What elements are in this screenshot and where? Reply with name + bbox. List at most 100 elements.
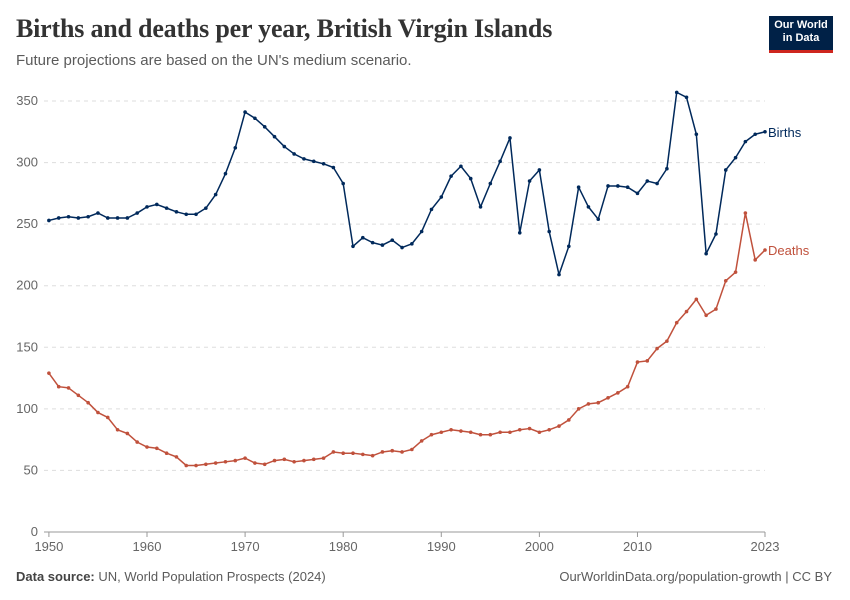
births-point bbox=[66, 214, 71, 219]
births-point bbox=[645, 179, 650, 183]
deaths-point bbox=[390, 448, 395, 453]
deaths-point bbox=[449, 427, 453, 432]
deaths-point bbox=[400, 450, 404, 454]
deaths-point bbox=[105, 415, 110, 420]
deaths-point bbox=[576, 407, 581, 411]
x-tick-label: 1950 bbox=[34, 539, 63, 554]
births-point bbox=[233, 145, 238, 150]
x-tick-label: 1990 bbox=[427, 539, 456, 554]
births-point bbox=[331, 165, 336, 170]
x-tick-label: 2023 bbox=[751, 539, 780, 554]
births-point bbox=[625, 185, 630, 189]
deaths-point bbox=[311, 457, 316, 462]
deaths-point bbox=[508, 430, 512, 435]
x-tick-label: 2000 bbox=[525, 539, 554, 554]
deaths-point bbox=[47, 371, 51, 375]
deaths-point bbox=[272, 458, 277, 463]
births-point bbox=[557, 272, 561, 277]
logo-line-2: in Data bbox=[782, 32, 820, 44]
x-tick-label: 1980 bbox=[329, 539, 358, 554]
births-point bbox=[684, 95, 689, 100]
deaths-point bbox=[56, 384, 61, 389]
deaths-point bbox=[115, 427, 120, 432]
footer-url[interactable]: OurWorldinData.org/population-growth | C… bbox=[559, 569, 832, 584]
deaths-point bbox=[341, 451, 345, 455]
deaths-point bbox=[223, 460, 228, 464]
deaths-point bbox=[262, 462, 267, 467]
y-tick-label: 200 bbox=[16, 278, 38, 293]
births-point bbox=[262, 125, 267, 129]
births-point bbox=[508, 136, 512, 140]
deaths-point bbox=[243, 456, 247, 460]
births-point bbox=[419, 229, 424, 234]
births-point bbox=[655, 181, 659, 186]
births-point bbox=[135, 211, 139, 215]
chart-title: Births and deaths per year, British Virg… bbox=[16, 14, 553, 43]
deaths-point bbox=[135, 440, 139, 444]
y-tick-label: 50 bbox=[24, 462, 38, 477]
births-point bbox=[753, 132, 757, 137]
births-point bbox=[380, 243, 385, 247]
chart-subtitle: Future projections are based on the UN's… bbox=[16, 52, 412, 69]
births-point bbox=[47, 218, 51, 223]
births-point bbox=[586, 205, 591, 209]
deaths-point bbox=[547, 427, 551, 432]
y-tick-label: 300 bbox=[16, 155, 38, 170]
deaths-point bbox=[331, 450, 336, 454]
births-point bbox=[596, 217, 601, 222]
y-tick-label: 150 bbox=[16, 339, 38, 354]
births-point bbox=[253, 116, 257, 121]
births-point bbox=[243, 110, 247, 114]
deaths-point bbox=[674, 320, 679, 325]
deaths-point bbox=[537, 430, 542, 435]
deaths-point bbox=[694, 297, 699, 302]
births-point bbox=[311, 159, 316, 164]
deaths-point bbox=[213, 461, 218, 465]
births-point bbox=[694, 132, 699, 137]
births-point bbox=[400, 245, 404, 250]
deaths-point bbox=[361, 452, 365, 457]
births-point bbox=[96, 211, 100, 215]
births-point bbox=[164, 206, 169, 210]
deaths-point bbox=[704, 313, 708, 318]
deaths-point bbox=[645, 359, 650, 363]
owid-logo[interactable]: Our World in Data bbox=[769, 16, 833, 53]
deaths-point bbox=[459, 429, 463, 433]
births-point bbox=[351, 244, 355, 249]
births-point bbox=[155, 202, 159, 207]
births-point bbox=[370, 240, 375, 245]
births-point bbox=[763, 129, 767, 134]
births-point bbox=[86, 214, 90, 219]
deaths-point bbox=[517, 427, 522, 432]
births-point bbox=[468, 176, 473, 181]
births-point bbox=[665, 166, 669, 171]
deaths-point bbox=[655, 346, 659, 351]
deaths-line bbox=[48, 212, 766, 467]
footer-source: Data source: UN, World Population Prospe… bbox=[16, 569, 326, 584]
births-point bbox=[390, 238, 395, 242]
births-point bbox=[527, 179, 532, 183]
deaths-point bbox=[380, 450, 385, 454]
y-tick-label: 100 bbox=[16, 401, 38, 416]
deaths-point bbox=[96, 410, 100, 415]
deaths-point bbox=[567, 418, 571, 422]
deaths-point bbox=[66, 386, 71, 390]
births-point bbox=[321, 162, 326, 166]
births-point bbox=[429, 207, 434, 212]
births-point bbox=[478, 205, 483, 209]
deaths-point bbox=[164, 451, 169, 455]
deaths-point bbox=[145, 445, 149, 449]
deaths-point bbox=[125, 431, 130, 436]
births-point bbox=[488, 181, 493, 186]
births-point bbox=[616, 184, 620, 188]
deaths-point bbox=[586, 402, 591, 406]
births-point bbox=[576, 185, 581, 189]
deaths-point bbox=[174, 455, 179, 459]
deaths-point bbox=[253, 461, 257, 465]
births-point bbox=[449, 174, 453, 178]
births-point bbox=[145, 205, 149, 209]
births-point bbox=[410, 242, 414, 246]
births-point bbox=[76, 216, 81, 220]
births-point bbox=[105, 216, 110, 220]
births-point bbox=[341, 181, 345, 186]
